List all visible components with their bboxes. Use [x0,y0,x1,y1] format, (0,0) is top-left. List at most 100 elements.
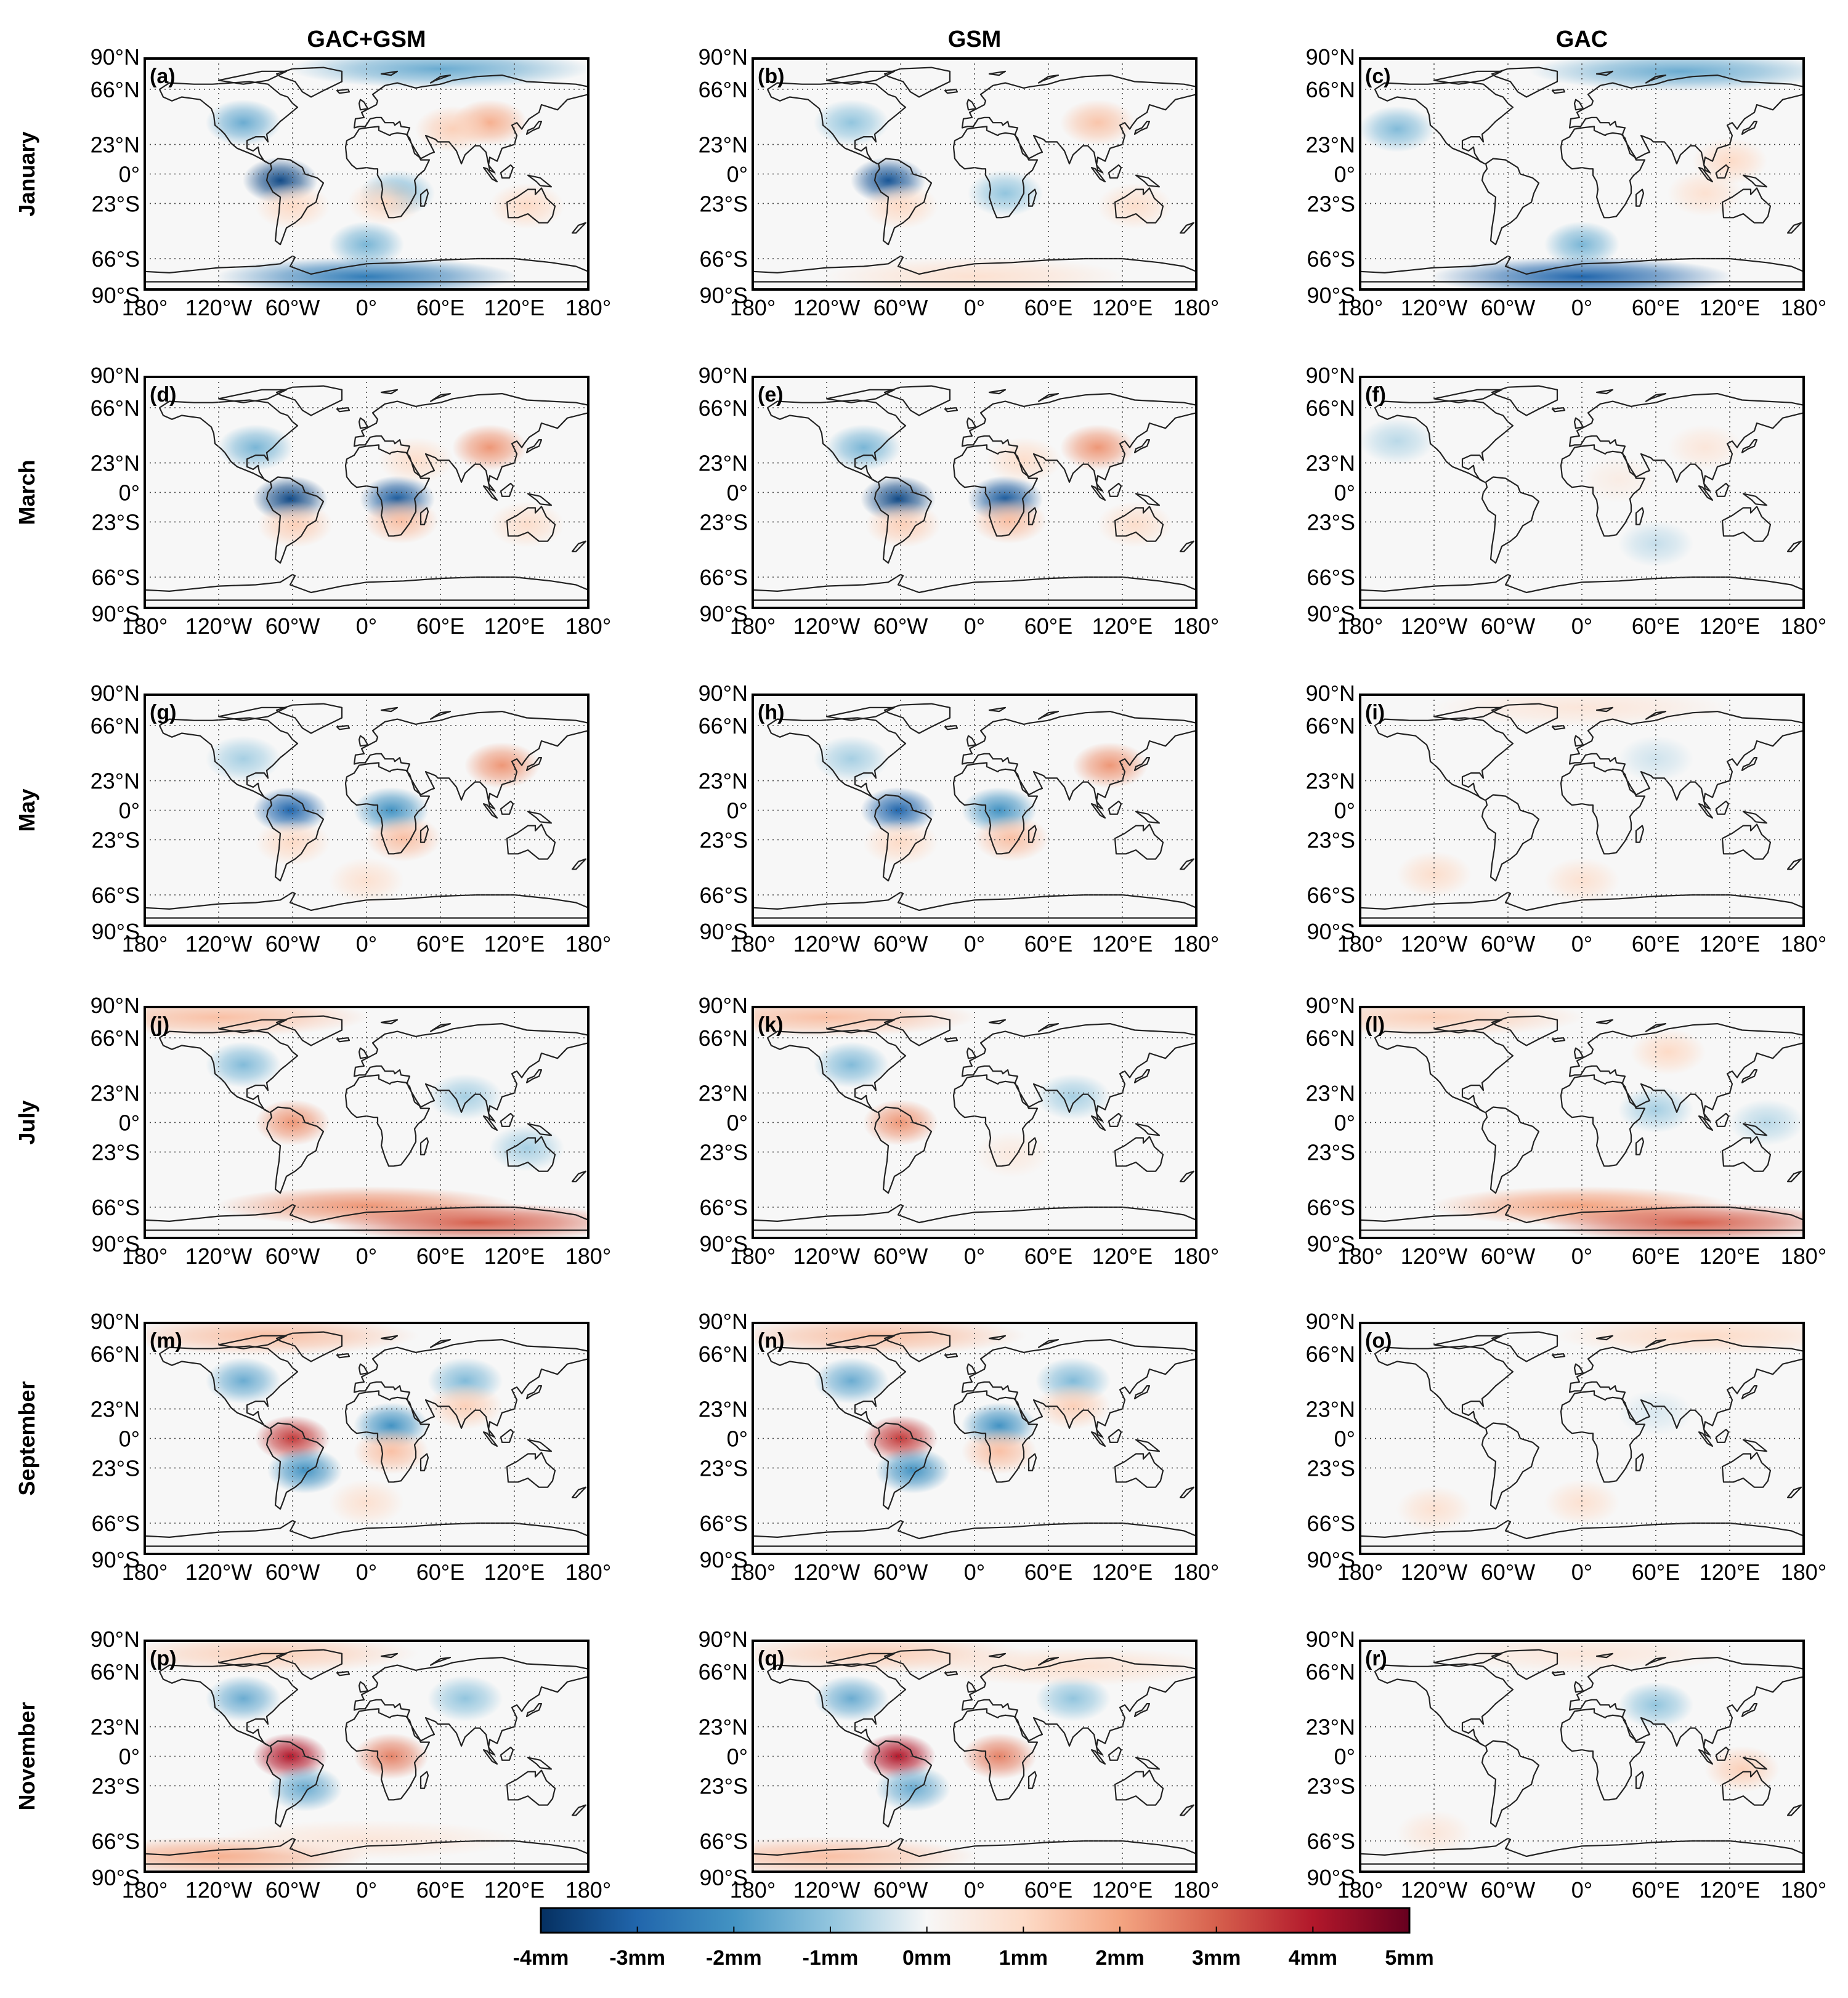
lat-tick-label: 90°N [699,681,748,706]
lat-tick-label: 66°S [1307,883,1355,908]
coastline-iceland [1551,1037,1566,1043]
coastline-antarctica [1360,255,1804,283]
coastline-borneo [1715,1112,1730,1127]
lon-tick-label: 60°W [265,1559,320,1585]
lon-tick-label: 180° [1781,1877,1826,1903]
anomaly-blob [427,1383,503,1430]
coastline-iceland [944,1670,958,1676]
lat-tick-label: 66°S [700,1829,748,1854]
row-title: November [14,1702,39,1810]
coastline-japan [1133,1069,1151,1084]
coastline-svalbard [988,70,1007,76]
lat-tick-label: 66°S [700,1511,748,1536]
coastline-south-america [1481,476,1540,564]
coastline-new-guinea [527,493,553,506]
lat-tick-label: 90°S [92,1865,140,1890]
coastline-new-guinea [527,1757,553,1770]
lat-tick-label: 23°N [699,1397,748,1422]
lon-tick-label: 120°E [1700,613,1760,639]
coastline-australia [506,1452,556,1488]
lat-tick-label: 66°N [91,1341,140,1367]
anomaly-blob [1704,1745,1780,1792]
coastline-arctic-islands [1433,1652,1503,1667]
panel-frame [752,1640,1198,1873]
coastline-borneo [500,164,514,179]
coastline-new-zealand [571,222,587,234]
lon-tick-label: 120°W [793,295,860,320]
lat-tick-label: 90°N [1306,44,1355,70]
anomaly-blob [1060,424,1136,471]
lon-tick-label: 120°W [1401,1559,1467,1585]
coastline-eurasia [961,1657,1196,1756]
lon-tick-label: 120°E [1700,1244,1760,1269]
lon-tick-label: 60°E [1024,1559,1072,1585]
lat-tick-label: 90°N [699,1309,748,1334]
lat-tick-label: 23°N [1306,769,1355,794]
lon-tick-label: 60°E [416,1244,464,1269]
lat-tick-label: 23°S [92,191,140,216]
coastline-sumatra [482,1115,498,1131]
coastline-japan [1741,1703,1758,1717]
coastline-madagascar [1635,1771,1645,1789]
anomaly-blob [1618,520,1694,567]
coastline-novaya-zemlya [1645,710,1667,720]
coastline-japan [525,121,543,135]
lat-tick-label: 90°S [1307,1231,1355,1256]
lon-tick-label: 0° [964,1559,985,1585]
coastline-new-zealand [571,1170,587,1183]
lat-tick-label: 66°S [92,1511,140,1536]
coastline-novaya-zemlya [429,74,452,84]
coastline-sumatra [1090,1115,1106,1131]
lon-tick-label: 180° [122,1244,168,1269]
lat-tick-label: 66°N [699,1025,748,1051]
coastline-africa [952,1708,1039,1801]
lat-tick-label: 66°N [91,713,140,738]
lon-tick-label: 120°E [484,613,545,639]
lon-tick-label: 60°W [873,613,928,639]
anomaly-blob [363,497,439,544]
anomaly-blob [1035,1074,1111,1120]
coastline-borneo [1108,800,1122,815]
coastline-africa [344,1708,431,1801]
coastline-arctic-islands [217,1019,288,1033]
coastline-iceland [944,1037,958,1043]
lon-tick-label: 120°E [484,295,545,320]
lat-tick-label: 0° [1334,162,1355,187]
coastline-japan [1133,756,1151,772]
coastline-africa [1560,1708,1646,1801]
coastline-iceland [944,88,958,94]
lon-tick-label: 180° [1781,1244,1826,1269]
coastline-greenland [275,67,343,98]
coastline-australia [506,1136,556,1172]
lat-tick-label: 23°S [92,1773,140,1798]
coastline-greenland [1491,1649,1558,1680]
coastline-borneo [1715,800,1730,815]
colorbar-tick-label: 0mm [902,1946,951,1970]
panel-label: (i) [1365,701,1385,724]
coastline-arctic-islands [217,70,288,85]
coastline-north-america [158,81,299,164]
coastline-arctic-islands [1433,706,1503,721]
coastline-greenland [1491,385,1558,416]
lat-tick-label: 90°N [699,44,748,70]
lon-tick-label: 60°E [416,1559,464,1585]
coastline-japan [525,1069,543,1084]
coastline-svalbard [1595,1652,1614,1659]
coastline-north-america [158,717,299,801]
coastline-novaya-zemlya [1645,74,1667,84]
coastline-africa [952,762,1039,855]
lon-tick-label: 60°W [1481,1244,1535,1269]
lon-tick-label: 60°W [873,931,928,957]
lat-tick-label: 90°N [1306,1627,1355,1652]
lon-tick-label: 0° [1571,1877,1592,1903]
lon-tick-label: 60°W [265,1244,320,1269]
coastline-borneo [1715,164,1730,179]
coastline-new-zealand [1786,1486,1802,1498]
coastline-eurasia [1568,74,1804,174]
coastline-borneo [500,800,514,815]
coastline-arctic-islands [217,1335,288,1349]
lon-tick-label: 180° [122,1877,168,1903]
coastline-svalbard [1595,1335,1614,1341]
